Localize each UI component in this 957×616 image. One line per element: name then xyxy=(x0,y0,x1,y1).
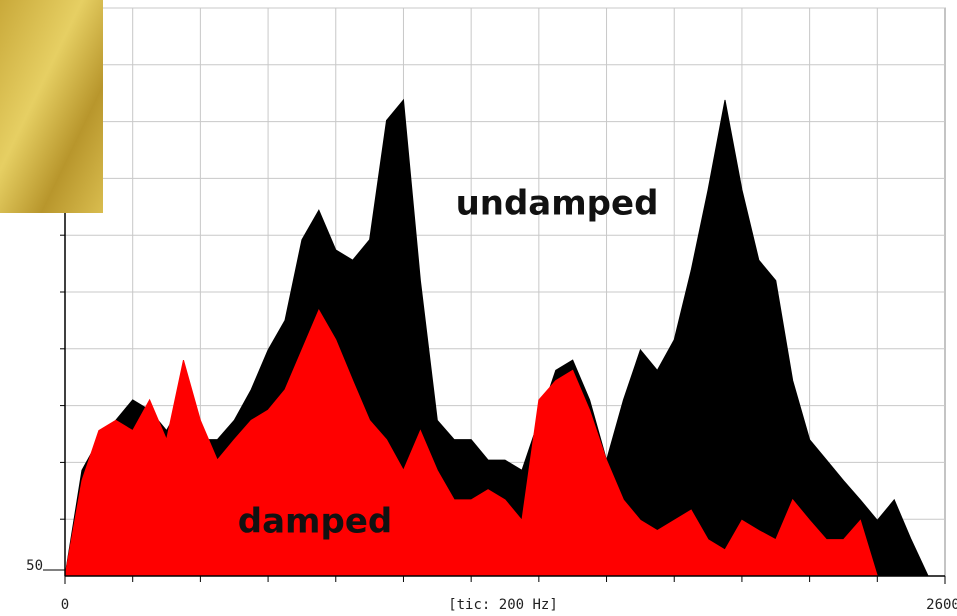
area-1 xyxy=(64,309,945,577)
damped-label: damped xyxy=(238,502,392,542)
undamped-label: undamped xyxy=(456,184,659,224)
x-tick-label: 2600 xyxy=(926,597,957,613)
tic-note: [tic: 200 Hz] xyxy=(448,597,558,613)
gold-swatch xyxy=(0,0,103,213)
y-tick-label: 50 xyxy=(26,558,43,574)
x-tick-label: 0 xyxy=(61,597,69,613)
